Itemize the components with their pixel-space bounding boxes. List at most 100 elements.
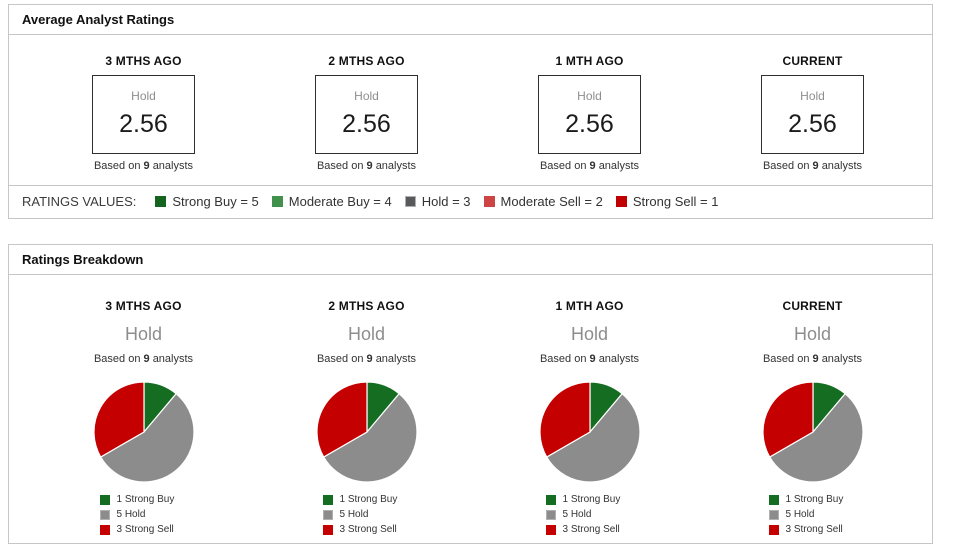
period-label: CURRENT: [782, 54, 843, 68]
strong-sell-swatch-icon: [322, 524, 333, 535]
strong-buy-swatch-icon: [768, 494, 779, 505]
legend-item-strong-buy: 1 Strong Buy: [99, 494, 188, 505]
period-label: 2 MTHS AGO: [328, 54, 405, 68]
panel-title: Ratings Breakdown: [9, 245, 932, 275]
ratings-values-legend: RATINGS VALUES: Strong Buy = 5 Moderate …: [9, 185, 932, 218]
pie-legend: 1 Strong Buy 5 Hold 3 Strong Sell: [768, 494, 857, 535]
legend-label: Strong Sell = 1: [632, 194, 719, 209]
period-label: 1 MTH AGO: [555, 54, 624, 68]
breakdown-columns: 3 MTHS AGO Hold Based on 9 analysts 1 St…: [9, 275, 932, 539]
hold-swatch-icon: [768, 509, 779, 520]
rating-label: Hold: [800, 89, 825, 103]
legend-label: Moderate Sell = 2: [500, 194, 603, 209]
strong-buy-swatch-icon: [545, 494, 556, 505]
hold-swatch-icon: [545, 509, 556, 520]
rating-value: 2.56: [788, 110, 837, 138]
consensus-label: Hold: [570, 324, 609, 344]
pie-chart: [538, 381, 641, 483]
breakdown-column: 1 MTH AGO Hold Based on 9 analysts 1 Str…: [478, 299, 701, 539]
moderate-buy-swatch-icon: [271, 196, 283, 207]
legend-item-strong-sell: 3 Strong Sell: [768, 524, 857, 535]
based-on-text: Based on 9 analysts: [93, 160, 194, 172]
rating-box: Hold 2.56: [315, 75, 418, 154]
based-on-text: Based on 9 analysts: [539, 160, 640, 172]
based-on-text: Based on 9 analysts: [316, 160, 417, 172]
average-ratings-panel: Average Analyst Ratings 3 MTHS AGO Hold …: [8, 4, 933, 219]
legend-item-strong-buy: 1 Strong Buy: [768, 494, 857, 505]
strong-sell-swatch-icon: [99, 524, 110, 535]
moderate-sell-swatch-icon: [483, 196, 495, 207]
analyst-count: 9: [589, 160, 596, 172]
strong-buy-swatch-icon: [99, 494, 110, 505]
legend-item-strong-sell: 3 Strong Sell: [545, 524, 634, 535]
strong-buy-swatch-icon: [155, 196, 167, 207]
legend-item-hold: 5 Hold: [322, 509, 411, 520]
period-label: 3 MTHS AGO: [105, 299, 182, 313]
analyst-count: 9: [366, 160, 373, 172]
consensus-label: Hold: [793, 324, 832, 344]
pie-legend: 1 Strong Buy 5 Hold 3 Strong Sell: [322, 494, 411, 535]
based-on-text: Based on 9 analysts: [762, 160, 863, 172]
rating-box: Hold 2.56: [761, 75, 864, 154]
based-on-text: Based on 9 analysts: [93, 353, 194, 365]
rating-value: 2.56: [342, 110, 391, 138]
legend-label: Moderate Buy = 4: [288, 194, 392, 209]
legend-item-moderate-buy: Moderate Buy = 4: [271, 194, 392, 209]
legend-item-strong-buy: Strong Buy = 5: [155, 194, 259, 209]
period-label: 3 MTHS AGO: [105, 54, 182, 68]
pie-legend: 1 Strong Buy 5 Hold 3 Strong Sell: [99, 494, 188, 535]
panel-title: Average Analyst Ratings: [9, 5, 932, 35]
rating-box: Hold 2.56: [538, 75, 641, 154]
legend-item-strong-sell: 3 Strong Sell: [99, 524, 188, 535]
legend-item-strong-buy: 1 Strong Buy: [322, 494, 411, 505]
legend-item-hold: 5 Hold: [768, 509, 857, 520]
rating-label: Hold: [354, 89, 379, 103]
strong-sell-swatch-icon: [545, 524, 556, 535]
based-on-text: Based on 9 analysts: [316, 353, 417, 365]
legend-label: Hold = 3: [421, 194, 471, 209]
rating-box: Hold 2.56: [92, 75, 195, 154]
rating-column: 2 MTHS AGO Hold 2.56 Based on 9 analysts: [255, 54, 478, 172]
based-on-text: Based on 9 analysts: [539, 353, 640, 365]
ratings-breakdown-panel: Ratings Breakdown 3 MTHS AGO Hold Based …: [8, 244, 933, 544]
hold-swatch-icon: [322, 509, 333, 520]
legend-item-strong-buy: 1 Strong Buy: [545, 494, 634, 505]
analyst-count: 9: [143, 353, 150, 365]
consensus-label: Hold: [347, 324, 386, 344]
based-on-text: Based on 9 analysts: [762, 353, 863, 365]
analyst-count: 9: [812, 160, 819, 172]
average-ratings-columns: 3 MTHS AGO Hold 2.56 Based on 9 analysts…: [9, 35, 932, 185]
period-label: 1 MTH AGO: [555, 299, 624, 313]
breakdown-column: 2 MTHS AGO Hold Based on 9 analysts 1 St…: [255, 299, 478, 539]
rating-column: 3 MTHS AGO Hold 2.56 Based on 9 analysts: [32, 54, 255, 172]
period-label: 2 MTHS AGO: [328, 299, 405, 313]
legend-item-strong-sell: 3 Strong Sell: [322, 524, 411, 535]
legend-label: Strong Buy = 5: [172, 194, 259, 209]
period-label: CURRENT: [782, 299, 843, 313]
ratings-values-label: RATINGS VALUES:: [22, 194, 137, 209]
analyst-count: 9: [366, 353, 373, 365]
rating-column: 1 MTH AGO Hold 2.56 Based on 9 analysts: [478, 54, 701, 172]
legend-item-hold: Hold = 3: [404, 194, 471, 209]
strong-sell-swatch-icon: [768, 524, 779, 535]
consensus-label: Hold: [124, 324, 163, 344]
legend-item-moderate-sell: Moderate Sell = 2: [483, 194, 603, 209]
rating-value: 2.56: [119, 110, 168, 138]
hold-swatch-icon: [99, 509, 110, 520]
hold-swatch-icon: [404, 196, 416, 207]
pie-chart: [315, 381, 418, 483]
rating-value: 2.56: [565, 110, 614, 138]
breakdown-column: CURRENT Hold Based on 9 analysts 1 Stron…: [701, 299, 924, 539]
rating-label: Hold: [131, 89, 156, 103]
rating-column: CURRENT Hold 2.56 Based on 9 analysts: [701, 54, 924, 172]
legend-item-hold: 5 Hold: [99, 509, 188, 520]
pie-chart: [92, 381, 195, 483]
strong-buy-swatch-icon: [322, 494, 333, 505]
rating-label: Hold: [577, 89, 602, 103]
analyst-count: 9: [143, 160, 150, 172]
analyst-count: 9: [812, 353, 819, 365]
legend-item-hold: 5 Hold: [545, 509, 634, 520]
strong-sell-swatch-icon: [615, 196, 627, 207]
analyst-count: 9: [589, 353, 596, 365]
pie-legend: 1 Strong Buy 5 Hold 3 Strong Sell: [545, 494, 634, 535]
